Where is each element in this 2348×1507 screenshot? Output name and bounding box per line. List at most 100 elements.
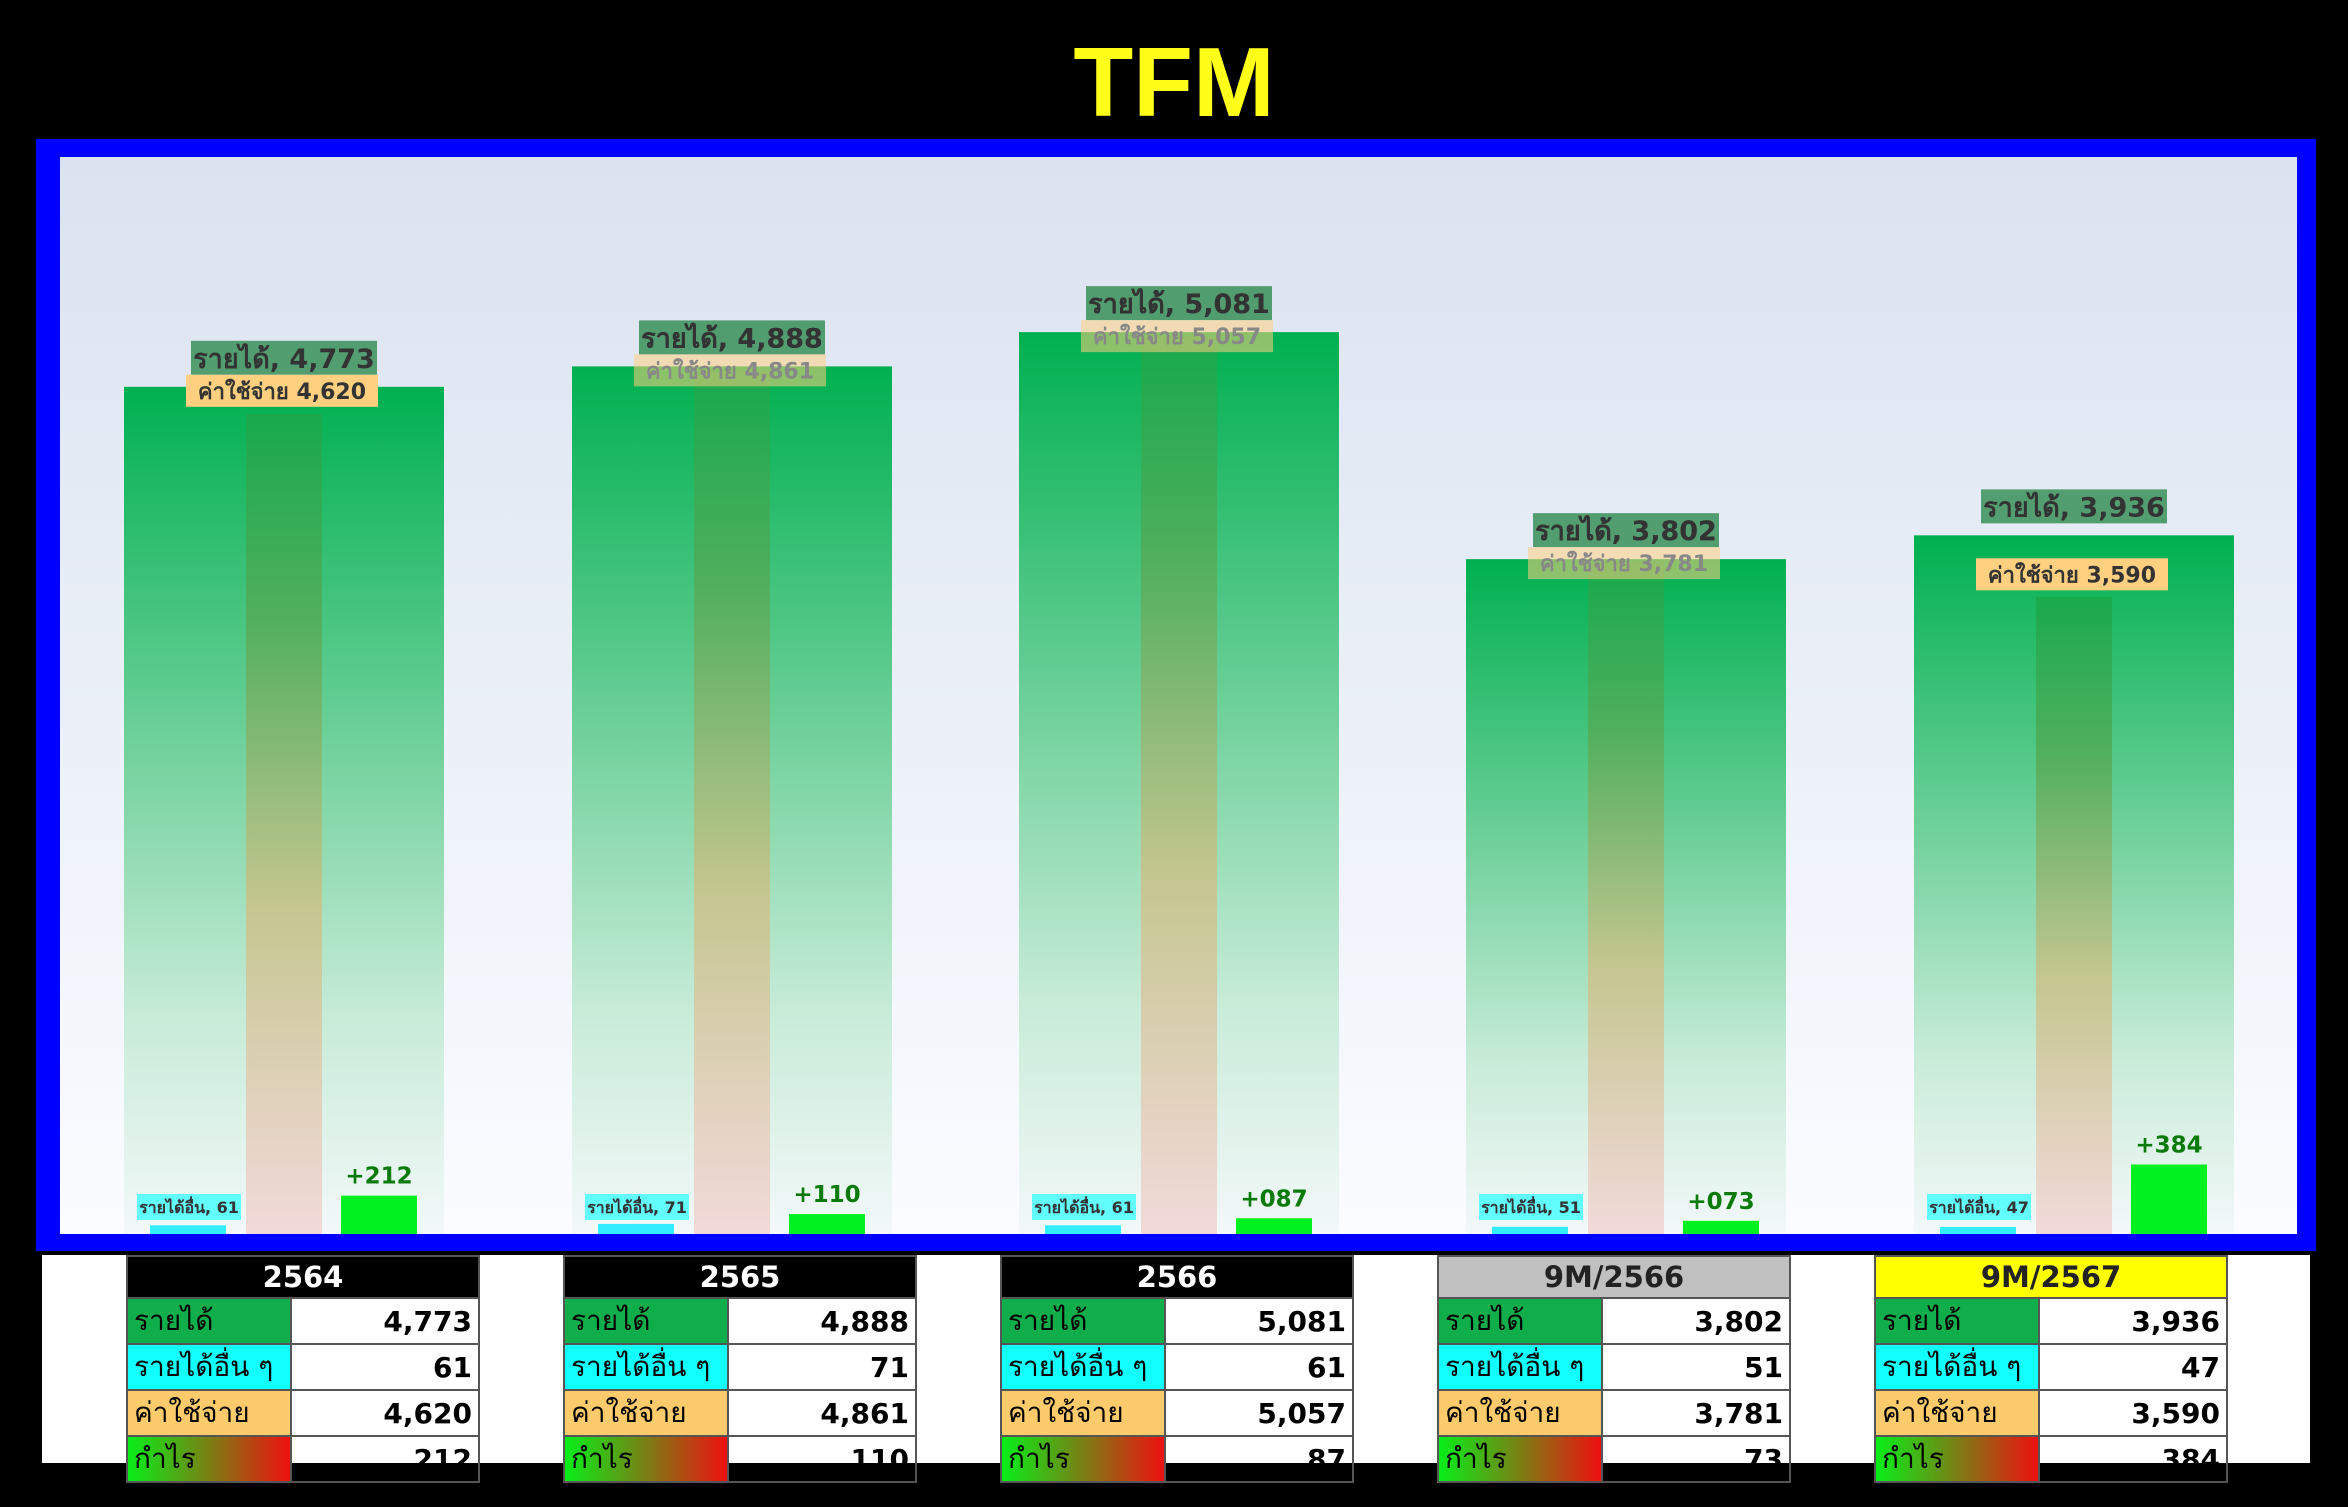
expense-label: ค่าใช้จ่าย 3,590 [1988,561,2156,588]
profit-bar [1683,1220,1759,1234]
expense-bar [1141,336,1217,1234]
revenue-label: รายได้, 4,773 [193,343,375,375]
expense-value: 5,057 [1163,1389,1355,1437]
expense-value: 4,620 [289,1389,481,1437]
bar-chart: รายได้, 4,773 ค่าใช้จ่าย 4,620 รายได้อื่น,… [124,286,2234,1234]
table-row: กำไร 110 [563,1435,918,1483]
other-income-value: 51 [1600,1343,1792,1391]
other-income-label: รายได้อื่น, 61 [1034,1196,1134,1217]
other-income-label: รายได้อื่น ๆ [126,1343,292,1391]
profit-value: 110 [726,1435,918,1483]
revenue-label-bg [1981,489,2167,524]
profit-label: +384 [2135,1132,2202,1158]
other-income-label: รายได้อื่น ๆ [1874,1343,2040,1391]
expense-label: ค่าใช้จ่าย [1437,1389,1603,1437]
other-income-value: 71 [726,1343,918,1391]
other-income-value: 47 [2037,1343,2229,1391]
other-income-bar [150,1225,226,1234]
revenue-label: รายได้, 4,888 [641,322,823,354]
other-income-value: 61 [289,1343,481,1391]
revenue-label: รายได้, 5,081 [1088,288,1270,320]
table-row: รายได้อื่น ๆ 47 [1874,1343,2229,1391]
other-income-bar [1492,1226,1568,1234]
summary-table-2566: 2566 รายได้ 5,081 รายได้อื่น ๆ 61 ค่าใช้จ่าย 5… [1000,1255,1355,1483]
profit-label: กำไร [1000,1435,1166,1483]
table-row: รายได้อื่น ๆ 61 [126,1343,481,1391]
profit-label: +110 [793,1182,860,1208]
profit-value: 212 [289,1435,481,1483]
expense-label: ค่าใช้จ่าย [563,1389,729,1437]
revenue-value: 5,081 [1163,1297,1355,1345]
summary-table-2565: 2565 รายได้ 4,888 รายได้อื่น ๆ 71 ค่าใช้จ่าย 4… [563,1255,918,1483]
expense-label: ค่าใช้จ่าย [1000,1389,1166,1437]
profit-value: 73 [1600,1435,1792,1483]
other-income-label: รายได้อื่น ๆ [563,1343,729,1391]
other-income-label: รายได้อื่น, 51 [1481,1196,1581,1217]
other-income-label: รายได้อื่น ๆ [1437,1343,1603,1391]
table-row: รายได้อื่น ๆ 71 [563,1343,918,1391]
profit-bar [341,1195,417,1234]
revenue-label-bg [1086,286,1272,321]
table-row: รายได้อื่น ๆ 51 [1437,1343,1792,1391]
profit-bar [2131,1164,2207,1234]
other-income-bar [1045,1225,1121,1234]
expense-bar [246,413,322,1234]
revenue-value: 4,773 [289,1297,481,1345]
expense-label: ค่าใช้จ่าย 3,781 [1540,550,1708,577]
expense-label: ค่าใช้จ่าย [1874,1389,2040,1437]
profit-label: กำไร [563,1435,729,1483]
table-row: รายได้ 3,936 [1874,1297,2229,1345]
summary-table-9M-2566: 9M/2566 รายได้ 3,802 รายได้อื่น ๆ 51 ค่าใช้จ่… [1437,1255,1792,1483]
profit-bar [789,1214,865,1234]
expense-label: ค่าใช้จ่าย 4,861 [646,357,814,384]
table-row: กำไร 384 [1874,1435,2229,1483]
expense-label-bg [1976,558,2168,591]
summary-table-9M-2567: 9M/2567 รายได้ 3,936 รายได้อื่น ๆ 47 ค่าใช้จ่… [1874,1255,2229,1483]
other-income-label: รายได้อื่น, 71 [587,1196,687,1217]
expense-label: ค่าใช้จ่าย 5,057 [1093,323,1261,350]
revenue-value: 3,802 [1600,1297,1792,1345]
other-income-label-bg [585,1194,689,1220]
revenue-label-overlay: รายได้, 3,802 [1535,515,1717,547]
table-row: รายได้ 4,773 [126,1297,481,1345]
revenue-value: 4,888 [726,1297,918,1345]
profit-value: 384 [2037,1435,2229,1483]
revenue-label: รายได้ [1000,1297,1166,1345]
table-header: 9M/2567 [1874,1255,2228,1299]
profit-label: +073 [1687,1189,1754,1215]
profit-bar [1236,1218,1312,1234]
expense-label: ค่าใช้จ่าย 4,620 [198,378,366,405]
table-row: รายได้ 4,888 [563,1297,918,1345]
revenue-label: รายได้ [1874,1297,2040,1345]
profit-label: +212 [345,1164,412,1190]
other-income-label: รายได้อื่น, 61 [139,1196,239,1217]
revenue-label-bg [639,320,825,355]
revenue-value: 3,936 [2037,1297,2229,1345]
expense-bar [2036,596,2112,1234]
revenue-label: รายได้ [126,1297,292,1345]
profit-label: กำไร [126,1435,292,1483]
plot-area: รายได้, 4,773 ค่าใช้จ่าย 4,620 รายได้อื่น,… [60,157,2297,1234]
revenue-label: รายได้ [1437,1297,1603,1345]
other-income-value: 61 [1163,1343,1355,1391]
table-row: กำไร 212 [126,1435,481,1483]
other-income-label-bg [1479,1194,1583,1220]
expense-value: 3,590 [2037,1389,2229,1437]
table-row: ค่าใช้จ่าย 5,057 [1000,1389,1355,1437]
revenue-label-overlay: รายได้, 4,888 [641,322,823,354]
table-header: 2565 [563,1255,917,1299]
revenue-label: รายได้, 3,936 [1983,491,2165,523]
revenue-label: รายได้, 3,802 [1535,515,1717,547]
expense-bar [1588,562,1664,1234]
summary-table-2564: 2564 รายได้ 4,773 รายได้อื่น ๆ 61 ค่าใช้จ่าย 4… [126,1255,481,1483]
table-row: รายได้ 5,081 [1000,1297,1355,1345]
profit-label: กำไร [1437,1435,1603,1483]
summary-tables: 2564 รายได้ 4,773 รายได้อื่น ๆ 61 ค่าใช้จ่าย 4… [42,1255,2310,1483]
profit-value: 87 [1163,1435,1355,1483]
other-income-label: รายได้อื่น ๆ [1000,1343,1166,1391]
other-income-label: รายได้อื่น, 47 [1929,1196,2029,1217]
table-row: กำไร 73 [1437,1435,1792,1483]
table-row: ค่าใช้จ่าย 4,620 [126,1389,481,1437]
revenue-label-overlay: รายได้, 5,081 [1088,288,1270,320]
other-income-label-bg [1927,1194,2031,1220]
